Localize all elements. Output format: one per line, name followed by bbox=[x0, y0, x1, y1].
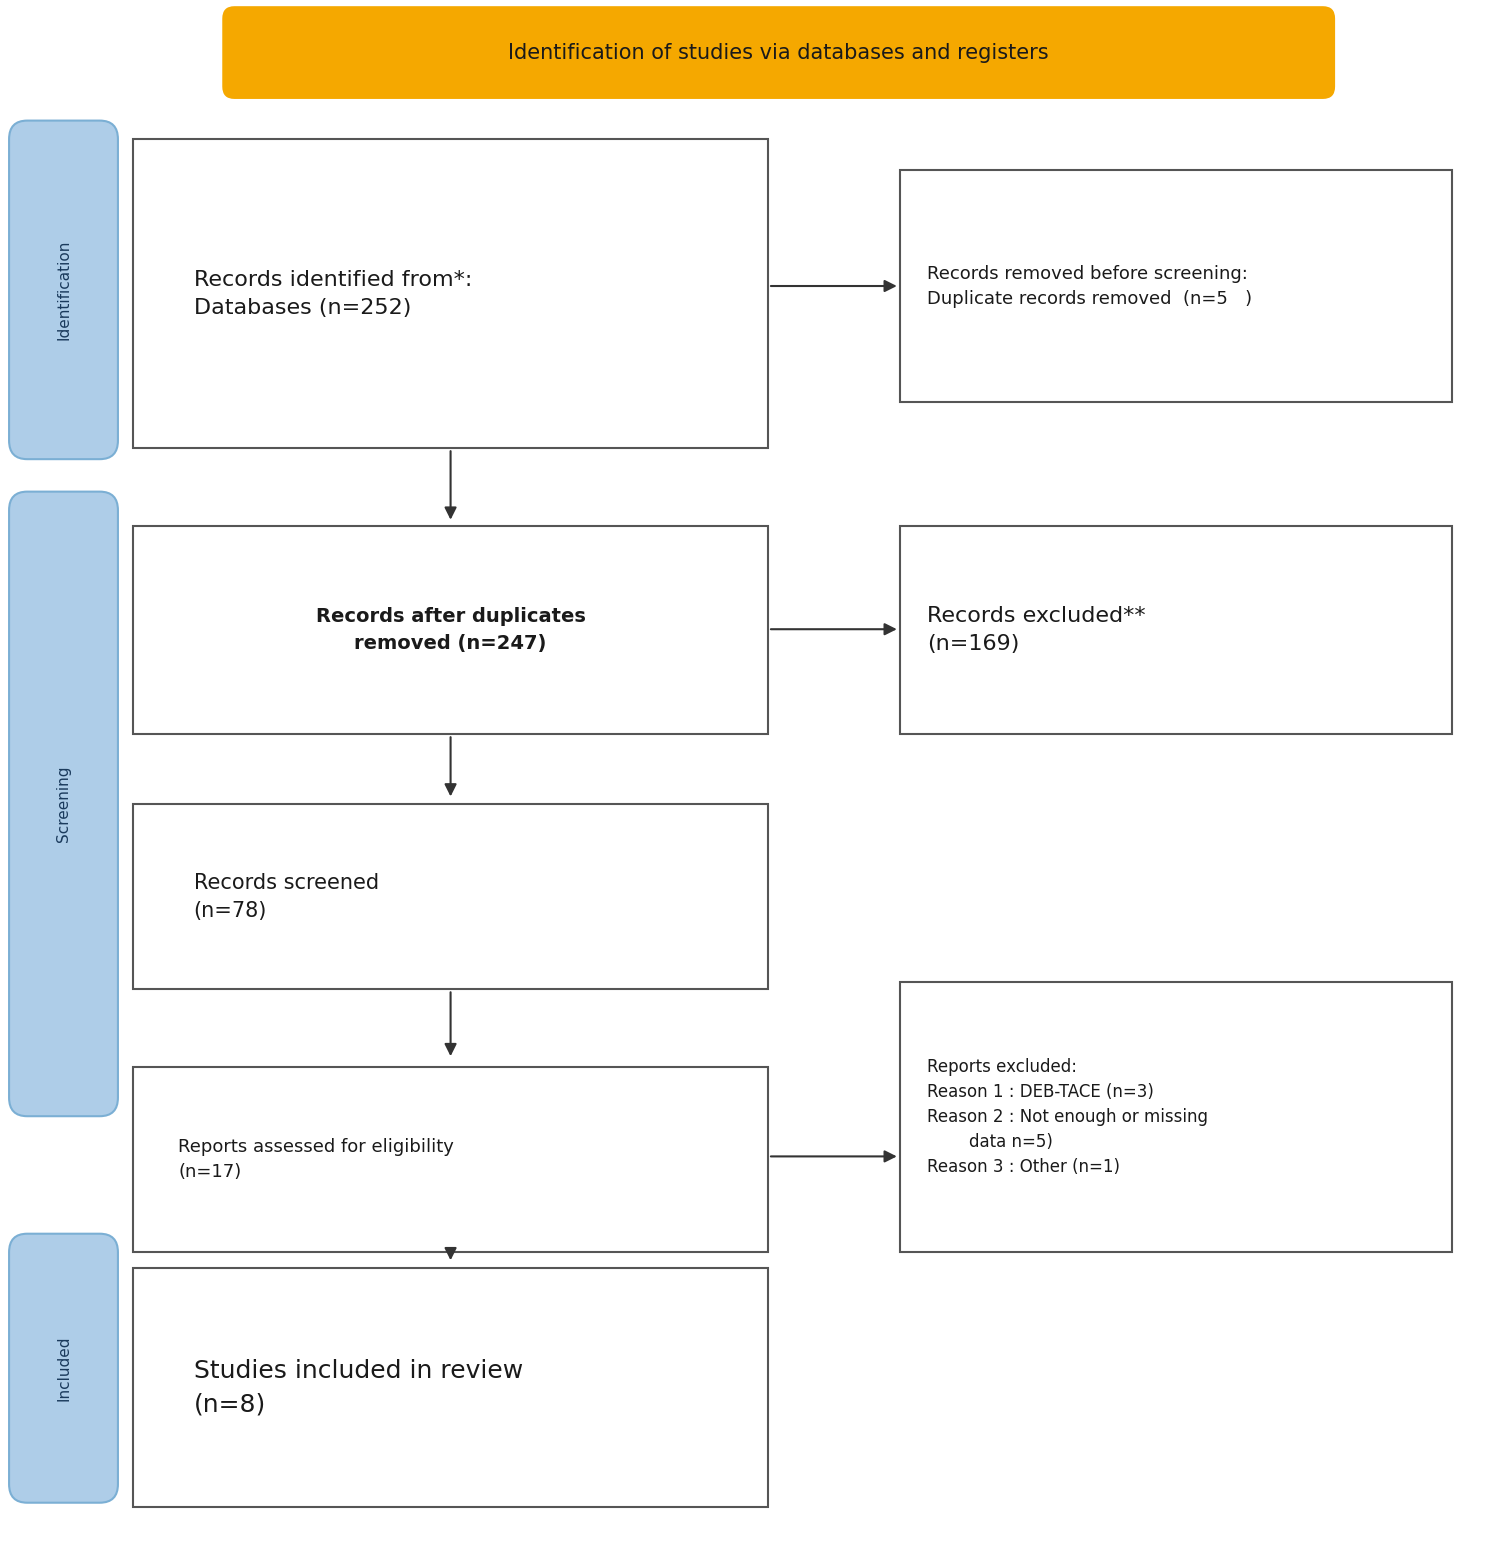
FancyBboxPatch shape bbox=[9, 121, 118, 459]
FancyBboxPatch shape bbox=[900, 526, 1452, 734]
FancyBboxPatch shape bbox=[900, 982, 1452, 1252]
Text: Included: Included bbox=[56, 1336, 71, 1401]
FancyBboxPatch shape bbox=[133, 1067, 768, 1252]
FancyBboxPatch shape bbox=[133, 139, 768, 448]
FancyBboxPatch shape bbox=[9, 1234, 118, 1503]
FancyBboxPatch shape bbox=[9, 492, 118, 1116]
Text: Records removed before screening:
Duplicate records removed  (n=5   ): Records removed before screening: Duplic… bbox=[927, 264, 1252, 308]
FancyBboxPatch shape bbox=[222, 6, 1335, 99]
FancyBboxPatch shape bbox=[133, 1268, 768, 1507]
Text: Records identified from*:
Databases (n=252): Records identified from*: Databases (n=2… bbox=[194, 269, 472, 318]
FancyBboxPatch shape bbox=[133, 526, 768, 734]
Text: Records screened
(n=78): Records screened (n=78) bbox=[194, 872, 378, 921]
Text: Identification of studies via databases and registers: Identification of studies via databases … bbox=[508, 43, 1049, 62]
Text: Reports assessed for eligibility
(n=17): Reports assessed for eligibility (n=17) bbox=[178, 1138, 454, 1181]
FancyBboxPatch shape bbox=[133, 804, 768, 989]
Text: Studies included in review
(n=8): Studies included in review (n=8) bbox=[194, 1359, 523, 1416]
Text: Identification: Identification bbox=[56, 240, 71, 340]
Text: Reports excluded:
Reason 1 : DEB-TACE (n=3)
Reason 2 : Not enough or missing
   : Reports excluded: Reason 1 : DEB-TACE (n… bbox=[927, 1057, 1208, 1177]
Text: Screening: Screening bbox=[56, 765, 71, 843]
Text: Records after duplicates
removed (n=247): Records after duplicates removed (n=247) bbox=[316, 608, 585, 652]
FancyBboxPatch shape bbox=[900, 170, 1452, 402]
Text: Records excluded**
(n=169): Records excluded** (n=169) bbox=[927, 606, 1146, 654]
